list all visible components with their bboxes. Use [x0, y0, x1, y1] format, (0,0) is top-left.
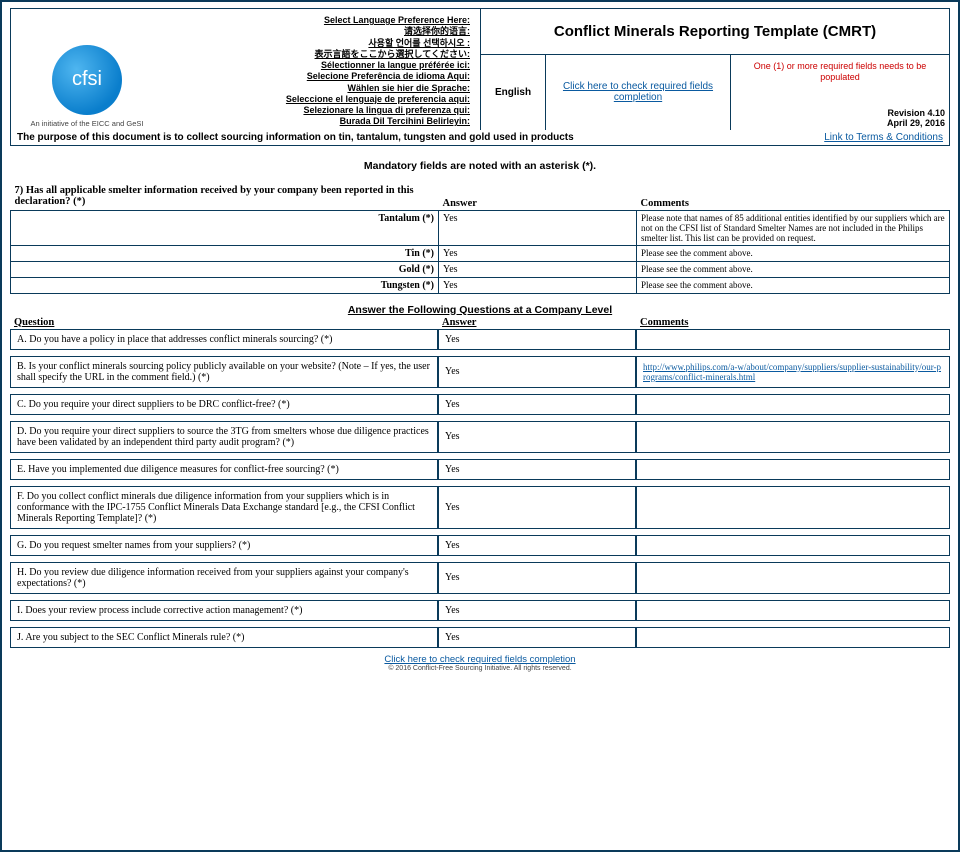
company-question: J. Are you subject to the SEC Conflict M… — [10, 627, 438, 648]
company-question-row: J. Are you subject to the SEC Conflict M… — [10, 627, 950, 648]
company-answer[interactable]: Yes — [438, 600, 636, 621]
company-question-row: I. Does your review process include corr… — [10, 600, 950, 621]
company-answer[interactable]: Yes — [438, 627, 636, 648]
language-link[interactable]: Selezionare la lingua di preferenza qui: — [157, 105, 470, 116]
q7-answer[interactable]: Yes — [439, 277, 637, 293]
company-answer[interactable]: Yes — [438, 421, 636, 453]
q7-comments-hdr: Comments — [637, 184, 950, 211]
hdr-comments: Comments — [636, 317, 950, 328]
company-comment[interactable] — [636, 486, 950, 529]
q7-table: 7) Has all applicable smelter informatio… — [10, 184, 950, 294]
check-fields-link[interactable]: Click here to check required fields comp… — [550, 81, 726, 103]
company-question-row: E. Have you implemented due diligence me… — [10, 459, 950, 480]
company-question: H. Do you review due diligence informati… — [10, 562, 438, 594]
hdr-question: Question — [10, 317, 438, 328]
q7-row: Tungsten (*)YesPlease see the comment ab… — [11, 277, 950, 293]
q7-metal: Tungsten (*) — [11, 277, 439, 293]
company-question: B. Is your conflict minerals sourcing po… — [10, 356, 438, 388]
language-link[interactable]: Sélectionner la langue préférée ici: — [157, 60, 470, 71]
cfsi-logo: cfsi — [52, 45, 122, 115]
revision-line: Revision 4.10April 29, 2016 — [887, 108, 945, 128]
company-question-row: G. Do you request smelter names from you… — [10, 535, 950, 556]
status-cell: One (1) or more required fields needs to… — [731, 55, 949, 130]
q7-metal: Tantalum (*) — [11, 210, 439, 245]
q7-row: Tin (*)YesPlease see the comment above. — [11, 245, 950, 261]
company-comment[interactable] — [636, 421, 950, 453]
q7-row: Gold (*)YesPlease see the comment above. — [11, 261, 950, 277]
header-left: cfsi An initiative of the EICC and GeSI … — [11, 9, 481, 130]
language-link[interactable]: Wählen sie hier die Sprache: — [157, 83, 470, 94]
header-right: Conflict Minerals Reporting Template (CM… — [481, 9, 949, 130]
q7-question: 7) Has all applicable smelter informatio… — [15, 185, 435, 207]
company-comment[interactable] — [636, 459, 950, 480]
company-comment[interactable]: http://www.philips.com/a-w/about/company… — [636, 356, 950, 388]
q7-metal: Gold (*) — [11, 261, 439, 277]
company-answer[interactable]: Yes — [438, 535, 636, 556]
company-comment[interactable] — [636, 535, 950, 556]
q7-comment[interactable]: Please see the comment above. — [637, 245, 950, 261]
company-question-row: A. Do you have a policy in place that ad… — [10, 329, 950, 350]
page-title: Conflict Minerals Reporting Template (CM… — [481, 9, 949, 55]
logo-subtitle: An initiative of the EICC and GeSI — [17, 119, 157, 128]
purpose-row: The purpose of this document is to colle… — [10, 130, 950, 146]
company-answer[interactable]: Yes — [438, 459, 636, 480]
company-question-row: B. Is your conflict minerals sourcing po… — [10, 356, 950, 388]
copyright: © 2016 Conflict-Free Sourcing Initiative… — [10, 665, 950, 672]
language-link[interactable]: 请选择你的语言: — [157, 26, 470, 37]
company-answer[interactable]: Yes — [438, 329, 636, 350]
language-link[interactable]: Select Language Preference Here: — [157, 15, 470, 26]
company-comment[interactable] — [636, 562, 950, 594]
q7-comment[interactable]: Please see the comment above. — [637, 277, 950, 293]
company-comment[interactable] — [636, 600, 950, 621]
company-question-row: H. Do you review due diligence informati… — [10, 562, 950, 594]
q7-comment[interactable]: Please see the comment above. — [637, 261, 950, 277]
company-section-title: Answer the Following Questions at a Comp… — [10, 304, 950, 316]
company-headers: Question Answer Comments — [10, 317, 950, 328]
mandatory-note: Mandatory fields are noted with an aster… — [10, 160, 950, 172]
company-question: F. Do you collect conflict minerals due … — [10, 486, 438, 529]
language-link[interactable]: 表示言語をここから選択してください: — [157, 49, 470, 60]
company-answer[interactable]: Yes — [438, 486, 636, 529]
company-question-row: D. Do you require your direct suppliers … — [10, 421, 950, 453]
logo-block: cfsi An initiative of the EICC and GeSI — [17, 39, 157, 128]
company-answer[interactable]: Yes — [438, 394, 636, 415]
cmrt-form: cfsi An initiative of the EICC and GeSI … — [0, 0, 960, 852]
company-answer[interactable]: Yes — [438, 356, 636, 388]
header: cfsi An initiative of the EICC and GeSI … — [10, 8, 950, 130]
q7-answer[interactable]: Yes — [439, 261, 637, 277]
q7-answer[interactable]: Yes — [439, 210, 637, 245]
company-comment[interactable] — [636, 394, 950, 415]
terms-link[interactable]: Link to Terms & Conditions — [824, 132, 943, 143]
language-link[interactable]: Selecione Preferência de idioma Aqui: — [157, 71, 470, 82]
company-question: I. Does your review process include corr… — [10, 600, 438, 621]
company-answer[interactable]: Yes — [438, 562, 636, 594]
q7-answer[interactable]: Yes — [439, 245, 637, 261]
company-question-row: F. Do you collect conflict minerals due … — [10, 486, 950, 529]
check-fields-cell: Click here to check required fields comp… — [546, 55, 731, 130]
footer-check-link[interactable]: Click here to check required fields comp… — [384, 654, 575, 665]
q7-comment[interactable]: Please note that names of 85 additional … — [637, 210, 950, 245]
company-comment[interactable] — [636, 329, 950, 350]
company-question: A. Do you have a policy in place that ad… — [10, 329, 438, 350]
purpose-text: The purpose of this document is to colle… — [11, 130, 781, 145]
q7-metal: Tin (*) — [11, 245, 439, 261]
company-comment[interactable] — [636, 627, 950, 648]
q7-row: Tantalum (*)YesPlease note that names of… — [11, 210, 950, 245]
language-select[interactable]: English — [481, 55, 546, 130]
language-link[interactable]: Seleccione el lenguaje de preferencia aq… — [157, 94, 470, 105]
company-question: E. Have you implemented due diligence me… — [10, 459, 438, 480]
language-link[interactable]: Burada Dil Tercihini Belirleyin: — [157, 116, 470, 127]
company-question-row: C. Do you require your direct suppliers … — [10, 394, 950, 415]
language-link[interactable]: 사용할 언어를 선택하시오 : — [157, 38, 470, 49]
company-question: C. Do you require your direct suppliers … — [10, 394, 438, 415]
q7-answer-hdr: Answer — [439, 184, 637, 211]
company-question: G. Do you request smelter names from you… — [10, 535, 438, 556]
language-links[interactable]: Select Language Preference Here:请选择你的语言:… — [157, 15, 474, 128]
hdr-answer: Answer — [438, 317, 636, 328]
validation-status: One (1) or more required fields needs to… — [735, 61, 945, 83]
comment-url[interactable]: http://www.philips.com/a-w/about/company… — [643, 362, 943, 382]
company-question: D. Do you require your direct suppliers … — [10, 421, 438, 453]
